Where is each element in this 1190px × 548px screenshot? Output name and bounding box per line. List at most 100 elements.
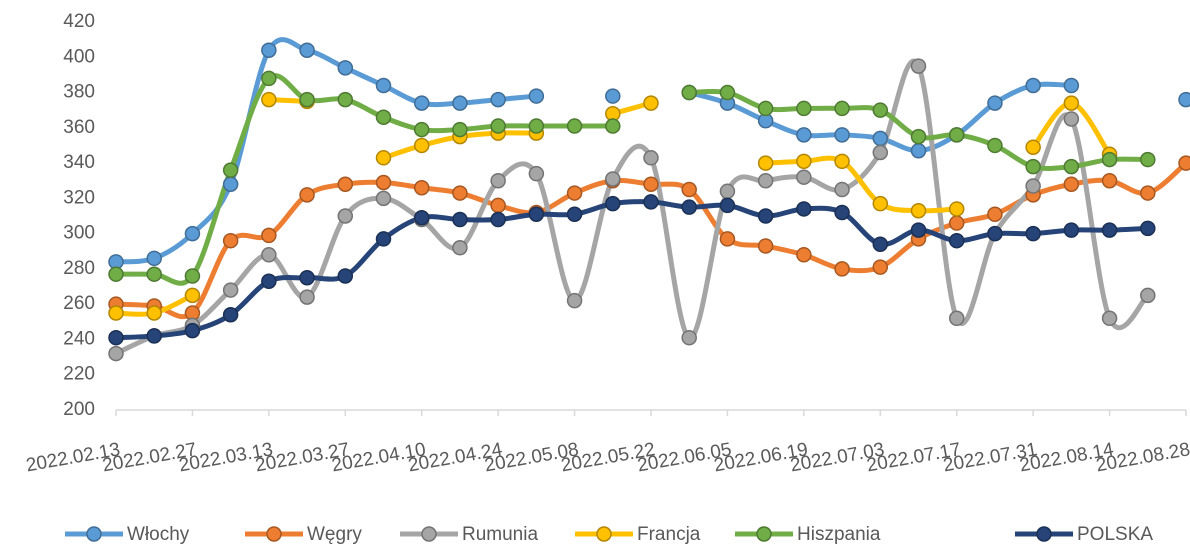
data-point (299, 91, 315, 108)
data-point (1178, 155, 1190, 171)
data-point (1178, 91, 1190, 108)
data-point (528, 88, 545, 104)
data-point (1025, 77, 1041, 94)
data-point (337, 91, 354, 108)
y-tick-label: 300 (63, 223, 95, 244)
data-point (605, 88, 621, 104)
data-point (261, 42, 277, 58)
data-point (337, 176, 354, 193)
data-point (413, 180, 430, 196)
data-point (222, 176, 239, 193)
data-point (1063, 111, 1080, 127)
data-point (108, 266, 124, 282)
y-tick-label: 240 (63, 328, 95, 349)
data-point (413, 210, 430, 226)
data-point (872, 195, 889, 212)
y-tick-label: 200 (63, 399, 95, 420)
data-point (834, 204, 850, 221)
data-point (1140, 287, 1156, 304)
data-point (757, 172, 774, 189)
data-point (490, 197, 506, 214)
data-point (948, 127, 965, 143)
data-point (872, 259, 889, 275)
data-point (1140, 151, 1156, 168)
data-point (566, 118, 583, 134)
data-point (375, 231, 392, 247)
data-point (108, 329, 124, 346)
data-point (605, 195, 621, 212)
data-point (452, 121, 468, 138)
data-point (796, 169, 812, 185)
data-point (681, 329, 697, 346)
data-point (413, 95, 430, 111)
data-point (222, 307, 239, 323)
data-point (834, 181, 850, 198)
data-point (566, 185, 583, 201)
data-point (184, 225, 201, 242)
y-tick-label: 260 (63, 293, 95, 314)
y-tick-label: 360 (63, 117, 95, 138)
data-point (490, 172, 506, 189)
data-point (605, 118, 621, 134)
data-point (987, 137, 1003, 154)
legend-marker (596, 526, 612, 542)
legend-item: Hiszpania (735, 524, 881, 545)
data-point (146, 266, 162, 282)
data-point (1063, 77, 1080, 94)
data-point (184, 287, 201, 304)
data-point (261, 273, 277, 290)
data-point (872, 130, 889, 147)
legend-label: Rumunia (462, 524, 538, 545)
data-point (987, 225, 1003, 242)
data-point (1063, 176, 1080, 193)
data-point (528, 206, 545, 222)
data-point (1101, 151, 1118, 168)
data-point (299, 289, 315, 305)
data-point (222, 162, 239, 178)
data-point (490, 91, 506, 108)
data-point (452, 211, 468, 228)
data-point (528, 165, 545, 182)
data-point (1063, 158, 1080, 175)
data-point (757, 155, 774, 171)
data-point (528, 118, 545, 134)
legend-item: Francja (575, 524, 701, 545)
data-point (1063, 95, 1080, 111)
data-point (948, 232, 965, 249)
data-point (375, 174, 392, 191)
data-point (261, 91, 277, 108)
data-point (796, 201, 812, 217)
data-point (222, 282, 239, 298)
data-point (872, 144, 889, 161)
data-point (643, 150, 659, 166)
data-point (337, 208, 354, 224)
legend-item: POLSKA (1015, 524, 1153, 545)
legend-label: Francja (637, 524, 701, 545)
data-point (299, 269, 315, 286)
legend-label: Włochy (127, 524, 190, 545)
data-point (222, 232, 239, 249)
data-point (146, 305, 162, 321)
data-point (452, 185, 468, 201)
legend-marker (421, 526, 437, 542)
data-point (490, 211, 506, 228)
data-point (299, 42, 315, 58)
data-point (910, 128, 927, 145)
data-point (1101, 172, 1118, 189)
data-point (1101, 222, 1118, 238)
data-point (1025, 225, 1041, 242)
legend-label: POLSKA (1077, 524, 1153, 545)
data-point (796, 127, 812, 143)
y-tick-label: 220 (63, 364, 95, 385)
data-point (108, 305, 124, 321)
data-point (910, 202, 927, 219)
y-tick-label: 400 (63, 46, 95, 67)
data-point (796, 247, 812, 263)
data-point (834, 261, 850, 277)
data-point (375, 109, 392, 125)
data-point (643, 95, 659, 111)
data-point (872, 102, 889, 118)
data-point (184, 268, 201, 284)
data-point (834, 100, 850, 117)
